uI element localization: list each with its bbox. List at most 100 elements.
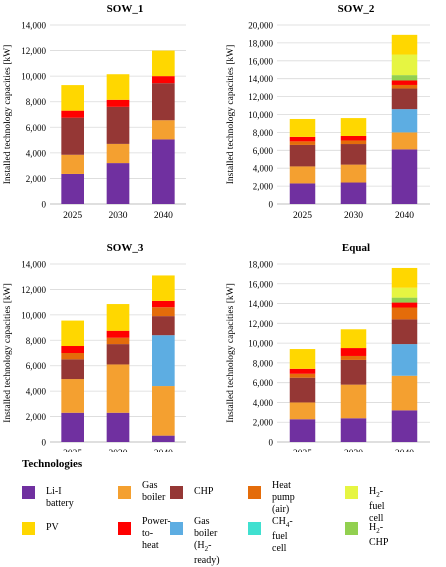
y-tick-label: 14,000 bbox=[21, 21, 46, 31]
legend-swatch bbox=[345, 486, 358, 499]
x-tick-label: 2030 bbox=[344, 449, 363, 452]
bar-segment-chp bbox=[340, 144, 367, 165]
bar-segment-gas-boiler bbox=[106, 143, 130, 164]
x-tick-label: 2030 bbox=[109, 449, 128, 452]
y-tick-label: 14,000 bbox=[21, 260, 46, 270]
bar-segment-heat-pump-air- bbox=[61, 353, 84, 360]
x-tick-label: 2040 bbox=[154, 449, 173, 452]
y-tick-label: 0 bbox=[42, 200, 47, 210]
bar-segment-li-i-battery bbox=[391, 149, 418, 204]
y-tick-label: 10,000 bbox=[248, 110, 273, 120]
legend-title: Technologies bbox=[22, 458, 83, 470]
bar-segment-gas-boiler bbox=[152, 120, 175, 140]
bar-segment-chp bbox=[289, 377, 316, 403]
bar-segment-li-i-battery bbox=[289, 183, 316, 204]
bar-segment-pv bbox=[61, 320, 84, 347]
bar-segment-power-to-heat bbox=[391, 302, 418, 308]
bar-segment-li-i-battery bbox=[152, 139, 175, 204]
y-tick-label: 12,000 bbox=[248, 92, 273, 102]
bar-segment-pv bbox=[391, 267, 418, 288]
y-tick-label: 16,000 bbox=[248, 279, 273, 289]
bar-segment-gas-boiler bbox=[61, 154, 84, 174]
bar-segment-power-to-heat bbox=[106, 330, 130, 338]
bar-segment-power-to-heat bbox=[152, 76, 175, 84]
x-tick-label: 2025 bbox=[63, 449, 82, 452]
bar-segment-power-to-heat bbox=[61, 346, 84, 353]
bar-segment-chp bbox=[340, 359, 367, 385]
bar-segment-gas-boiler bbox=[340, 164, 367, 183]
y-tick-label: 8,000 bbox=[26, 97, 47, 107]
legend-label: CHP bbox=[194, 486, 214, 497]
bar-segment-power-to-heat bbox=[340, 135, 367, 141]
legend-swatch bbox=[22, 522, 35, 535]
y-tick-label: 0 bbox=[269, 438, 274, 448]
bar-segment-chp bbox=[391, 88, 418, 110]
bar-segment-chp bbox=[152, 316, 175, 336]
bar-segment-gas-boiler bbox=[340, 384, 367, 419]
bar-segment-gas-boiler-h2-ready- bbox=[391, 344, 418, 376]
bar-segment-pv bbox=[152, 50, 175, 77]
bar-segment-pv bbox=[61, 85, 84, 111]
bar-segment-heat-pump-air- bbox=[391, 307, 418, 320]
legend-swatch bbox=[118, 486, 131, 499]
x-tick-label: 2030 bbox=[344, 211, 363, 221]
y-tick-label: 2,000 bbox=[26, 412, 47, 422]
y-tick-label: 18,000 bbox=[248, 260, 273, 270]
bar-segment-power-to-heat bbox=[61, 110, 84, 118]
y-tick-label: 12,000 bbox=[21, 285, 46, 295]
chart-panel-3: SOW_3 Installed technology capacities [kW… bbox=[3, 242, 186, 452]
bar-segment-h2-fuel-cell bbox=[391, 54, 418, 76]
bar-segment-pv bbox=[106, 304, 130, 331]
bar-segment-chp bbox=[289, 144, 316, 167]
chart-title: SOW_1 bbox=[107, 3, 144, 15]
bar-segment-li-i-battery bbox=[106, 412, 130, 442]
legend: Technologies Li-I battery Gas boiler CHP Hea… bbox=[0, 452, 446, 566]
y-tick-label: 10,000 bbox=[21, 310, 46, 320]
y-tick-label: 6,000 bbox=[253, 378, 274, 388]
y-tick-label: 4,000 bbox=[253, 398, 274, 408]
bar-segment-power-to-heat bbox=[289, 368, 316, 374]
bar-segment-pv bbox=[391, 34, 418, 55]
bar-segment-heat-pump-air- bbox=[340, 355, 367, 360]
bar-segment-li-i-battery bbox=[61, 412, 84, 442]
legend-label: Gas boiler bbox=[142, 480, 166, 503]
bar-segment-chp bbox=[391, 319, 418, 345]
y-axis-label: Installed technology capacities [kW] bbox=[226, 45, 236, 185]
chart-title: Equal bbox=[342, 242, 370, 254]
x-tick-label: 2030 bbox=[109, 211, 128, 221]
y-tick-label: 0 bbox=[269, 200, 274, 210]
legend-swatch bbox=[118, 522, 131, 535]
legend-label: CH4-fuel cell bbox=[272, 516, 293, 554]
bar-segment-heat-pump-air- bbox=[106, 337, 130, 345]
legend-label: PV bbox=[46, 522, 59, 533]
charts-area: SOW_1 Installed technology capacities [kW… bbox=[3, 3, 430, 452]
legend-swatch bbox=[22, 486, 35, 499]
bar-segment-li-i-battery bbox=[340, 418, 367, 442]
y-tick-label: 8,000 bbox=[26, 336, 47, 346]
x-tick-label: 2025 bbox=[293, 449, 312, 452]
bar-segment-power-to-heat bbox=[106, 99, 130, 107]
bar-segment-heat-pump-air- bbox=[391, 84, 418, 89]
y-axis-label: Installed technology capacities [kW] bbox=[3, 283, 13, 423]
y-tick-label: 8,000 bbox=[253, 358, 274, 368]
chart-panel-4: Equal Installed technology capacities [kW… bbox=[226, 242, 430, 452]
legend-swatch bbox=[248, 486, 261, 499]
bar-segment-pv bbox=[289, 349, 316, 369]
bar-segment-pv bbox=[289, 118, 316, 137]
chart-title: SOW_2 bbox=[338, 3, 375, 15]
bar-segment-power-to-heat bbox=[289, 136, 316, 142]
bar-segment-gas-boiler bbox=[289, 166, 316, 184]
chart-panel-2: SOW_2 Installed technology capacities [kW… bbox=[226, 3, 430, 221]
y-tick-label: 4,000 bbox=[253, 164, 274, 174]
bar-segment-gas-boiler bbox=[391, 132, 418, 150]
bar-segment-power-to-heat bbox=[391, 80, 418, 85]
bar-segment-h2-fuel-cell bbox=[391, 287, 418, 298]
bar-segment-heat-pump-air- bbox=[289, 373, 316, 378]
y-tick-label: 14,000 bbox=[248, 299, 273, 309]
x-tick-label: 2040 bbox=[395, 211, 414, 221]
bar-segment-pv bbox=[106, 74, 130, 100]
bar-segment-gas-boiler bbox=[61, 379, 84, 413]
y-tick-label: 12,000 bbox=[21, 46, 46, 56]
legend-swatch bbox=[170, 486, 183, 499]
bar-segment-power-to-heat bbox=[340, 348, 367, 356]
